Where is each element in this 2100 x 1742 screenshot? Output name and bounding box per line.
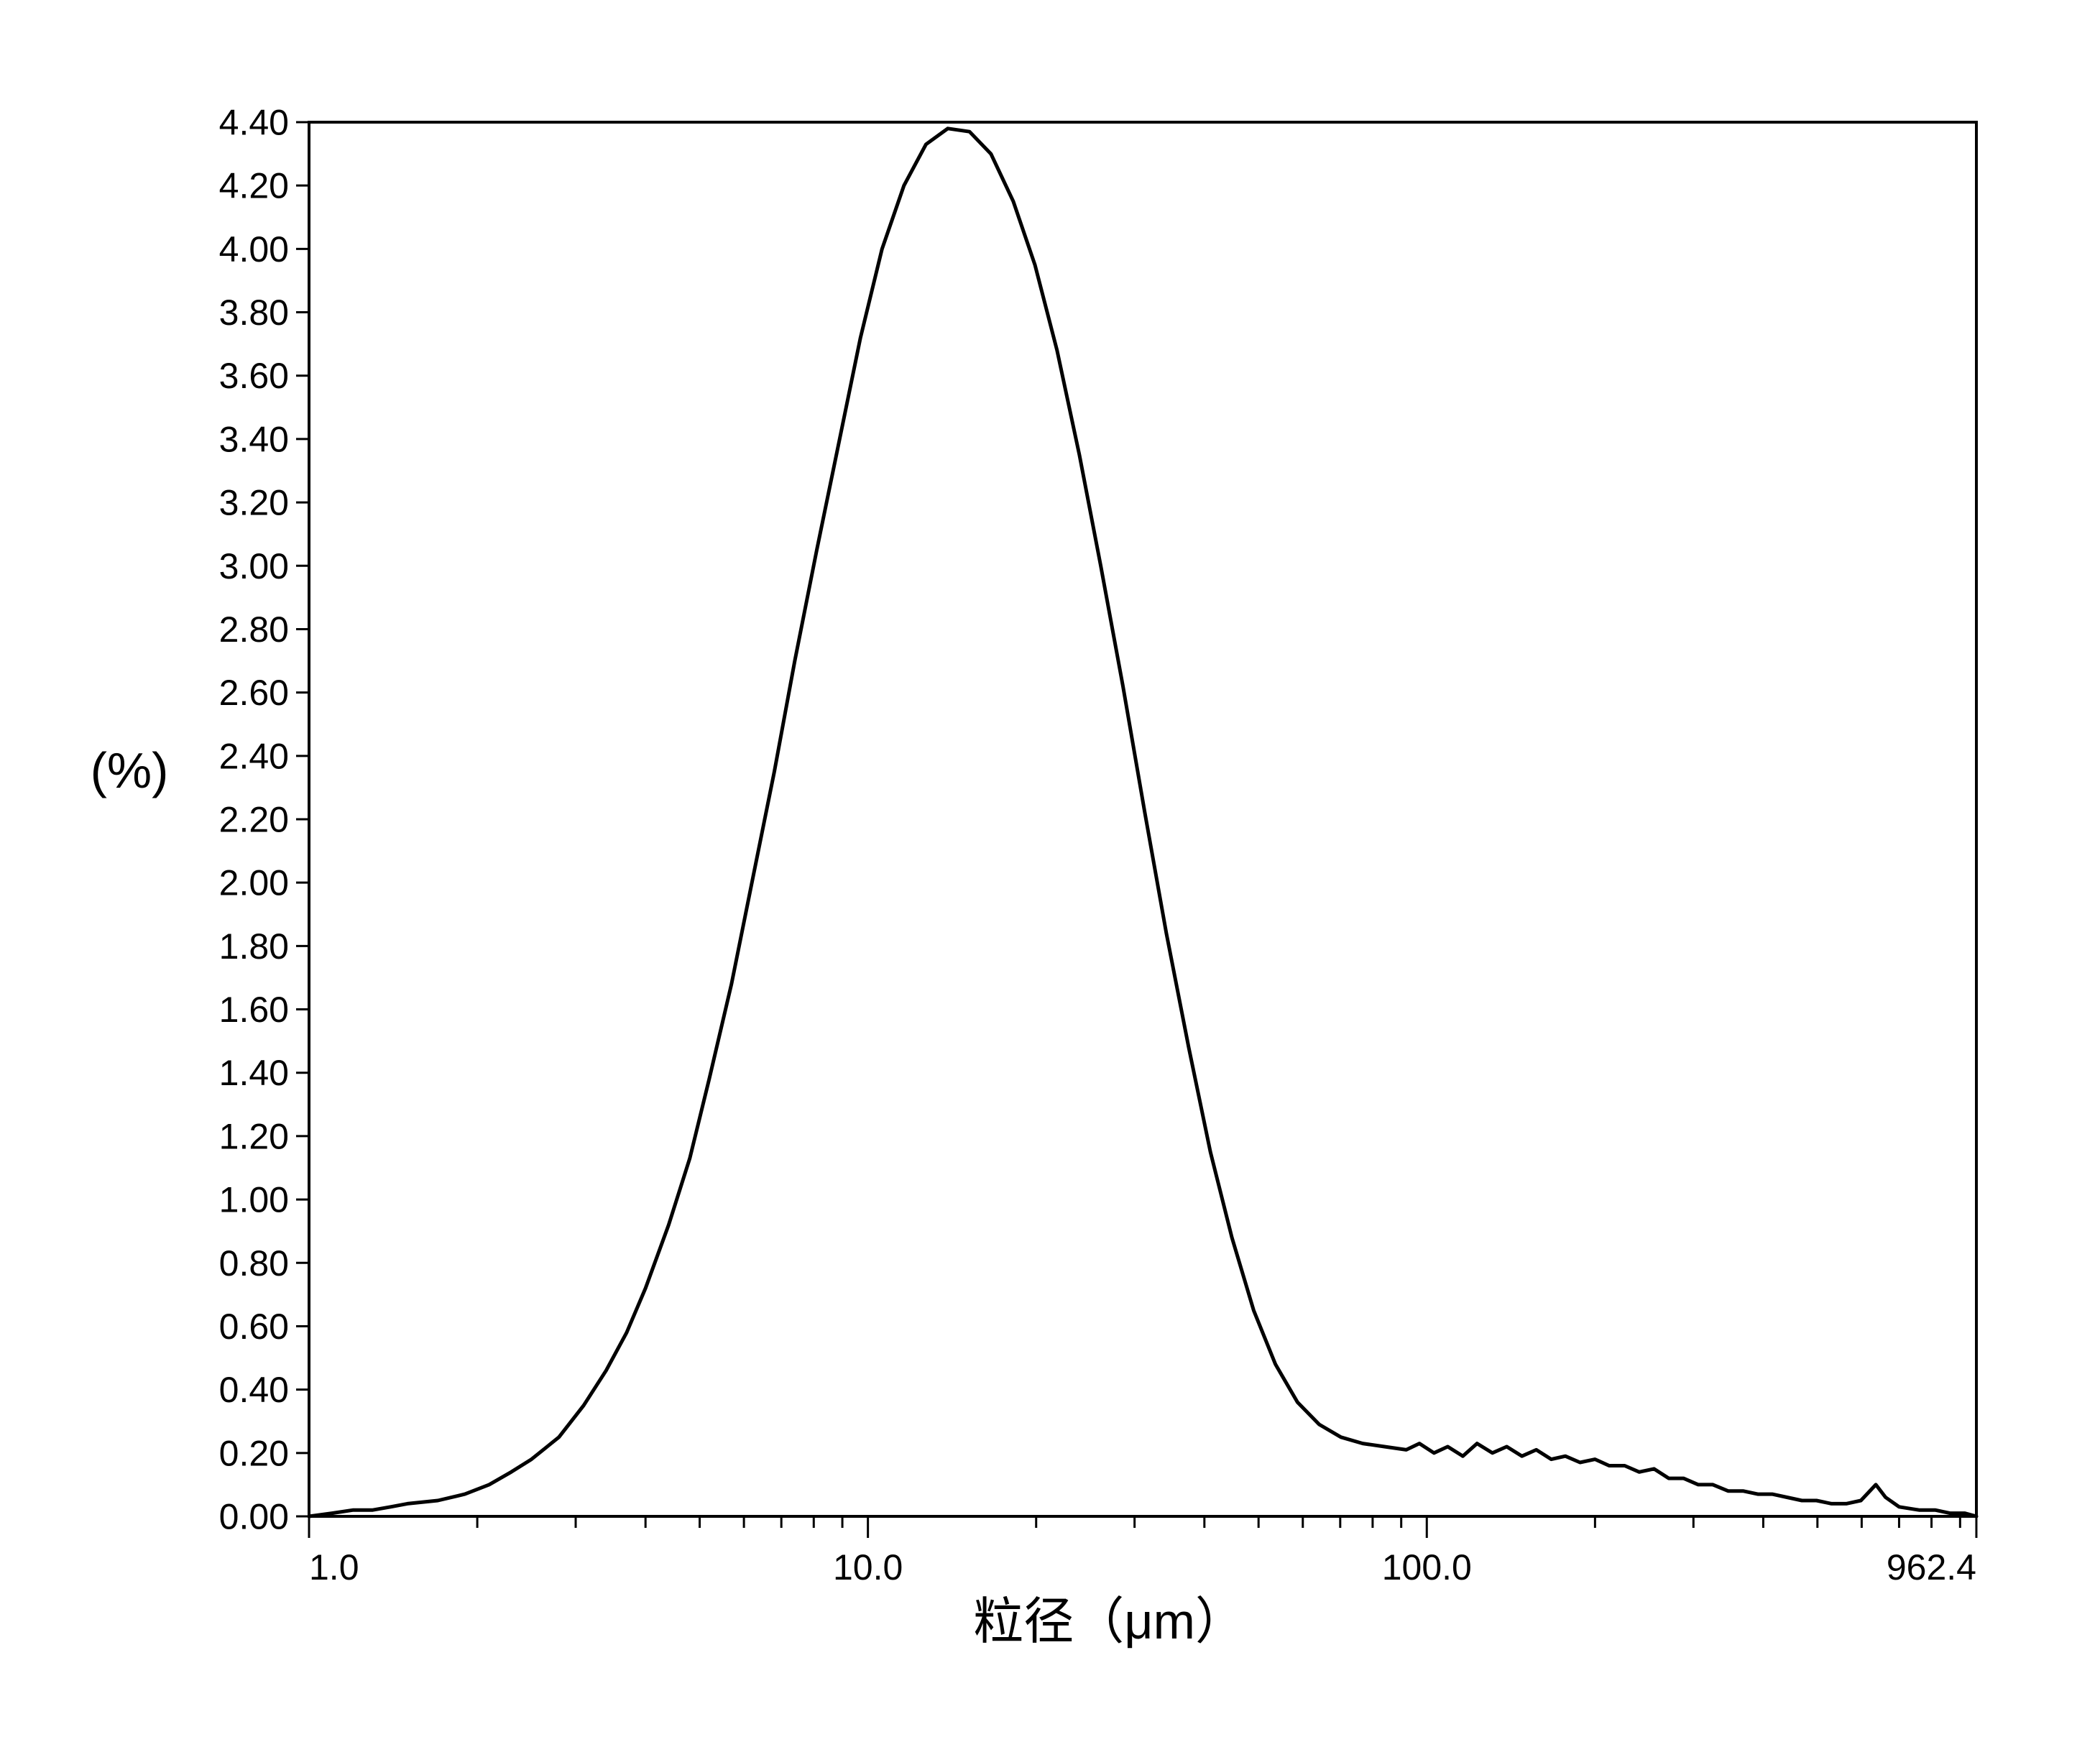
y-tick-label: 4.40 — [219, 103, 289, 143]
y-tick-label: 1.60 — [219, 990, 289, 1030]
y-tick-label: 4.00 — [219, 229, 289, 269]
x-tick-label: 962.4 — [1887, 1547, 1976, 1587]
y-tick-label: 3.00 — [219, 546, 289, 586]
y-tick-label: 2.20 — [219, 800, 289, 840]
y-tick-label: 0.20 — [219, 1433, 289, 1473]
y-tick-label: 3.60 — [219, 356, 289, 396]
y-tick-label: 2.60 — [219, 673, 289, 713]
y-tick-label: 1.20 — [219, 1116, 289, 1156]
y-tick-label: 1.40 — [219, 1053, 289, 1093]
y-tick-label: 2.80 — [219, 609, 289, 650]
y-tick-label: 1.80 — [219, 926, 289, 967]
y-tick-label: 0.80 — [219, 1243, 289, 1284]
y-tick-label: 3.80 — [219, 292, 289, 333]
x-tick-label: 10.0 — [833, 1547, 903, 1587]
y-tick-label: 0.00 — [219, 1497, 289, 1537]
chart-svg: 0.00 0.20 0.40 0.60 0.80 1.00 1.20 1.40 1.60 1.80… — [0, 0, 2100, 1742]
plot-border — [309, 122, 1976, 1516]
chart-container: 0.00 0.20 0.40 0.60 0.80 1.00 1.20 1.40 1.60 1.80… — [0, 0, 2100, 1742]
y-tick-label: 2.00 — [219, 863, 289, 903]
y-tick-label: 4.20 — [219, 166, 289, 206]
y-axis-label: (%) — [91, 742, 169, 798]
x-tick-label: 1.0 — [309, 1547, 359, 1587]
y-tick-label: 3.40 — [219, 419, 289, 459]
x-tick-label: 100.0 — [1382, 1547, 1472, 1587]
y-tick-label: 0.40 — [219, 1370, 289, 1410]
y-tick-label: 0.60 — [219, 1306, 289, 1347]
y-tick-label: 2.40 — [219, 736, 289, 776]
y-tick-label: 3.20 — [219, 483, 289, 523]
y-tick-label: 1.00 — [219, 1180, 289, 1220]
x-axis-label: 粒径（μm） — [973, 1593, 1245, 1649]
